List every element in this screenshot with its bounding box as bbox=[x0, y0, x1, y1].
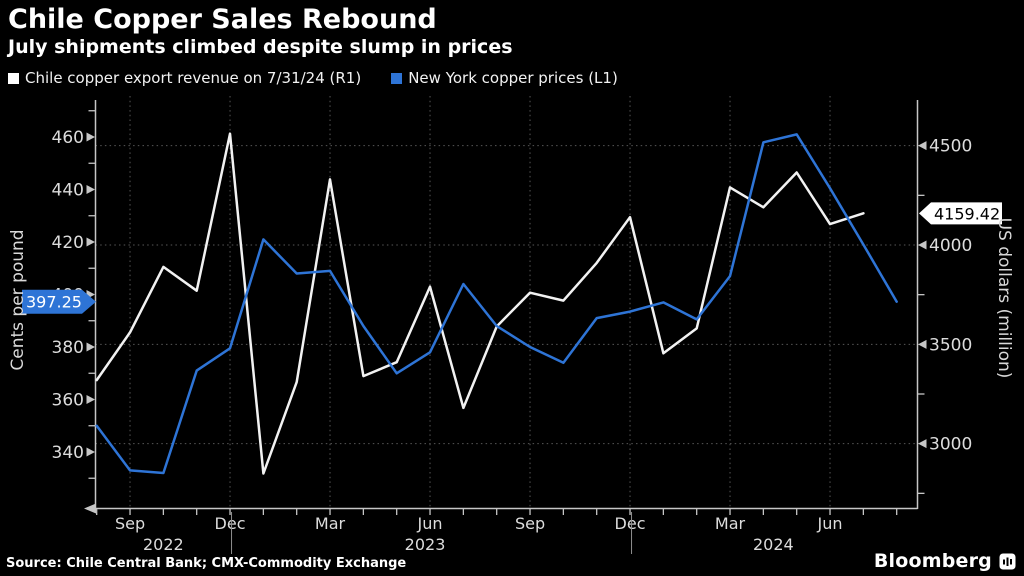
right-axis-title: US dollars (million) bbox=[994, 217, 1014, 379]
legend: Chile copper export revenue on 7/31/24 (… bbox=[8, 69, 1016, 87]
x-axis-start-arrow-icon bbox=[84, 503, 96, 514]
x-axis-month-label: Sep bbox=[515, 514, 545, 533]
x-axis-year-label: 2024 bbox=[753, 535, 794, 554]
left-axis-tick-arrow bbox=[86, 132, 95, 142]
left-axis-tick-label: 420 bbox=[52, 233, 84, 253]
right-axis-tick-label: 4000 bbox=[929, 236, 972, 256]
left-axis-tick-label: 380 bbox=[52, 338, 84, 358]
left-axis-tick-label: 340 bbox=[52, 443, 84, 463]
x-axis-month-label: Jun bbox=[417, 514, 443, 533]
left-axis-tick-label: 460 bbox=[52, 128, 84, 148]
right-axis-tick-label: 3500 bbox=[929, 335, 972, 355]
revenue-swatch-icon bbox=[8, 72, 19, 84]
legend-item-revenue: Chile copper export revenue on 7/31/24 (… bbox=[8, 69, 361, 87]
source-note: Source: Chile Central Bank; CMX-Commodit… bbox=[6, 556, 407, 571]
left-axis-tick-arrow bbox=[86, 447, 95, 457]
x-axis-month-label: Dec bbox=[615, 514, 646, 533]
x-axis-month-label: Jun bbox=[817, 514, 843, 533]
x-axis-month-label: Sep bbox=[115, 514, 145, 533]
left-axis-tick-arrow bbox=[86, 185, 95, 194]
chart-subtitle: July shipments climbed despite slump in … bbox=[8, 36, 513, 59]
left-last-value-label: 397.25 bbox=[26, 293, 82, 312]
right-axis-tick-arrow bbox=[918, 240, 927, 250]
chart-title: Chile Copper Sales Rebound bbox=[8, 4, 437, 35]
bloomberg-logo: Bloomberg bbox=[874, 550, 1016, 572]
right-last-value-label: 4159.42 bbox=[934, 204, 1000, 223]
x-axis-month-label: Mar bbox=[315, 514, 346, 533]
x-axis-year-label: 2023 bbox=[405, 535, 446, 554]
left-axis-title: Cents per pound bbox=[8, 229, 28, 371]
right-axis-tick-arrow bbox=[918, 439, 927, 449]
right-axis-tick-arrow bbox=[918, 141, 927, 151]
legend-label-prices: New York copper prices (L1) bbox=[408, 69, 618, 88]
right-last-value-badge bbox=[919, 202, 1002, 225]
legend-label-revenue: Chile copper export revenue on 7/31/24 (… bbox=[25, 69, 362, 88]
left-axis-tick-arrow bbox=[86, 342, 95, 352]
chart-header: Chile Copper Sales Rebound July shipment… bbox=[8, 4, 1016, 87]
right-axis-tick-label: 3000 bbox=[929, 435, 972, 455]
x-axis-year-label: 2022 bbox=[143, 535, 184, 554]
prices-swatch-icon bbox=[391, 72, 403, 84]
left-axis-tick-arrow bbox=[86, 395, 95, 404]
legend-item-prices: New York copper prices (L1) bbox=[391, 69, 618, 87]
export-revenue-line bbox=[95, 132, 865, 475]
x-axis-month-label: Dec bbox=[215, 514, 246, 533]
right-axis-tick-arrow bbox=[918, 339, 927, 349]
bloomberg-wordmark: Bloomberg bbox=[873, 550, 992, 572]
bloomberg-terminal-icon bbox=[999, 553, 1016, 569]
x-axis-month-label: Mar bbox=[715, 514, 746, 533]
left-axis-tick-label: 360 bbox=[52, 391, 84, 411]
left-axis-tick-label: 440 bbox=[52, 181, 84, 201]
left-last-value-badge bbox=[22, 289, 96, 314]
right-axis-tick-label: 4500 bbox=[929, 137, 972, 157]
copper-prices-line bbox=[95, 133, 898, 475]
left-axis-tick-arrow bbox=[86, 237, 95, 247]
